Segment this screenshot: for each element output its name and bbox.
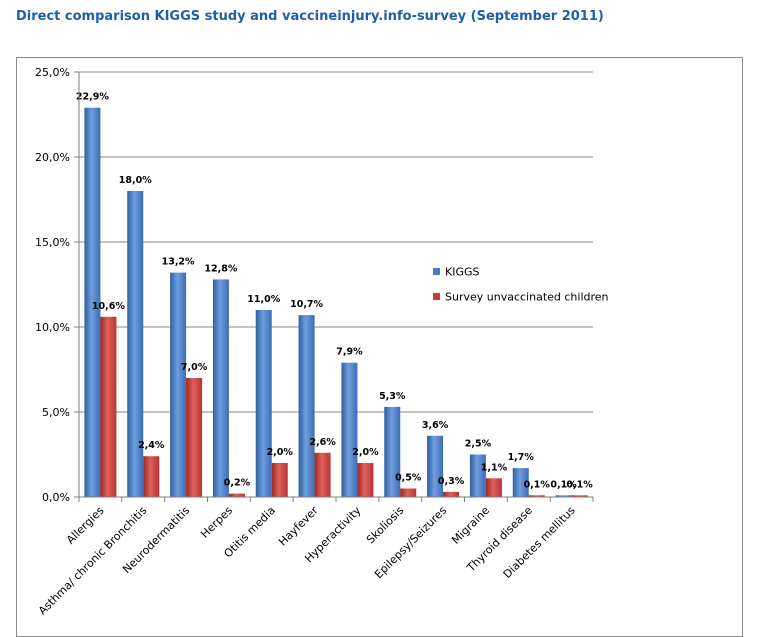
data-label: 12,8%	[204, 263, 237, 274]
data-label: 11,0%	[247, 294, 280, 305]
y-tick-label: 15,0%	[35, 236, 70, 249]
data-label: 7,9%	[336, 347, 363, 358]
bar-survey	[314, 452, 331, 497]
y-tick-label: 10,0%	[35, 321, 70, 334]
data-label: 2,0%	[352, 447, 379, 458]
bar-survey	[400, 488, 417, 497]
data-label: 2,5%	[465, 439, 492, 450]
category-label: Allergies	[64, 504, 107, 547]
data-label: 0,2%	[224, 478, 251, 489]
bar-survey	[571, 495, 588, 497]
bar-survey	[443, 491, 460, 497]
legend-label: KIGGS	[445, 266, 480, 279]
data-label: 2,4%	[138, 440, 165, 451]
category-label: Diabetes mellitus	[501, 504, 578, 581]
data-label: 0,1%	[566, 479, 593, 490]
bar-kiggs	[84, 107, 101, 497]
bar-kiggs	[341, 362, 358, 497]
category-label: Epilepsy/Seizures	[372, 504, 449, 581]
bar-kiggs	[469, 454, 486, 497]
category-label: Migraine	[449, 504, 492, 547]
data-label: 0,3%	[438, 476, 465, 487]
data-label: 0,5%	[395, 473, 422, 484]
data-label: 22,9%	[76, 92, 109, 103]
y-tick-label: 0,0%	[42, 491, 70, 504]
page-title: Direct comparison KIGGS study and vaccin…	[16, 9, 604, 24]
bar-survey	[271, 463, 288, 497]
data-label: 1,1%	[481, 462, 508, 473]
category-label: Skoliosis	[364, 504, 407, 547]
bar-survey	[186, 378, 203, 497]
data-label: 0,1%	[550, 479, 577, 490]
bar-kiggs	[255, 310, 272, 497]
category-label: Herpes	[198, 504, 235, 541]
y-tick-label: 5,0%	[42, 406, 70, 419]
data-label: 7,0%	[181, 362, 208, 373]
data-label: 3,6%	[422, 420, 449, 431]
data-label: 5,3%	[379, 391, 406, 402]
bar-kiggs	[427, 435, 444, 497]
data-label: 10,7%	[290, 299, 323, 310]
bar-survey	[357, 463, 374, 497]
data-label: 1,7%	[508, 452, 535, 463]
bar-kiggs	[170, 272, 187, 497]
bar-survey	[485, 478, 502, 497]
bar-survey	[143, 456, 160, 497]
data-label: 13,2%	[162, 257, 195, 268]
data-label: 0,1%	[524, 479, 551, 490]
bar-survey	[528, 495, 545, 497]
y-tick-label: 25,0%	[35, 66, 70, 79]
bar-survey	[228, 493, 245, 497]
data-label: 2,6%	[309, 437, 336, 448]
data-label: 2,0%	[267, 447, 294, 458]
category-label: Hayfever	[276, 504, 321, 549]
legend-swatch-survey	[433, 293, 440, 300]
data-label: 10,6%	[92, 301, 125, 312]
bar-kiggs	[298, 315, 315, 497]
legend-label: Survey unvaccinated children	[445, 291, 609, 304]
bar-kiggs	[555, 495, 572, 497]
bar-kiggs	[127, 191, 144, 497]
bar-kiggs	[512, 468, 529, 497]
bar-survey	[100, 316, 117, 497]
data-label: 18,0%	[119, 175, 152, 186]
bar-kiggs	[384, 406, 401, 497]
legend-swatch-kiggs	[433, 268, 440, 275]
y-tick-label: 20,0%	[35, 151, 70, 164]
bar-kiggs	[212, 279, 229, 497]
